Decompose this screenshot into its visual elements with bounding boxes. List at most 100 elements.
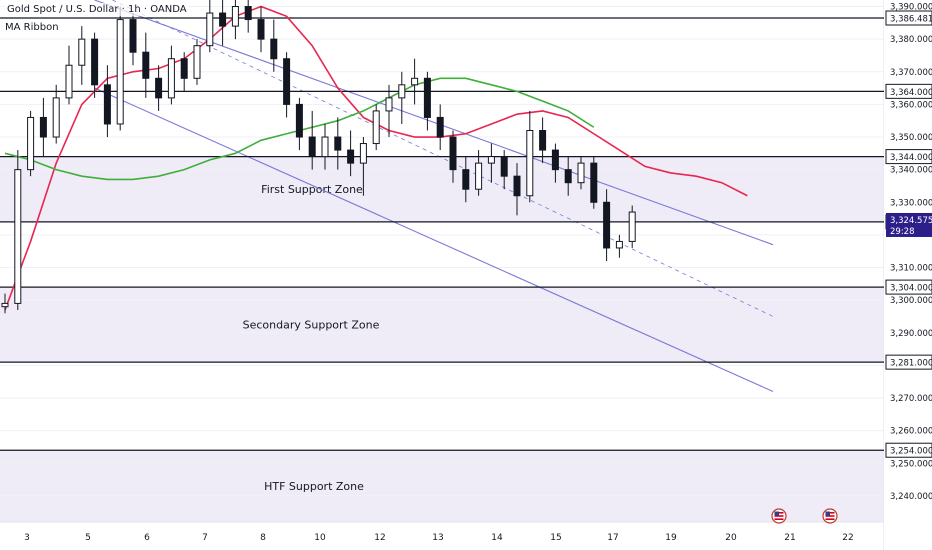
time-tick-label: 15	[550, 533, 561, 543]
support-zone-label: First Support Zone	[261, 183, 363, 196]
candle-body	[1, 302, 9, 308]
price-axis[interactable]: 3,390.000 3,380.000 3,370.000 3,360.000 3,35…	[884, 0, 932, 550]
time-tick-label: 5	[85, 533, 91, 543]
candle-body	[39, 116, 47, 138]
price-tick-label: 3,350.000	[890, 133, 932, 143]
candle-body	[551, 149, 559, 171]
level-badge-label: 3,281.000	[890, 359, 932, 369]
price-tick-label: 3,300.000	[890, 296, 932, 306]
candle-body	[436, 116, 444, 138]
candle-body	[257, 19, 265, 40]
level-badge	[885, 83, 932, 99]
candle-body	[526, 130, 534, 197]
time-tick-label: 21	[784, 533, 795, 543]
candle-body	[206, 12, 214, 47]
time-tick-label: 6	[144, 533, 150, 543]
candle-body	[334, 136, 342, 151]
current-price-badge	[886, 212, 932, 237]
candle-body	[577, 162, 585, 184]
candlesticks	[1, 0, 636, 314]
candle-body	[564, 169, 572, 184]
level-badges: 3,386.4813,364.0003,344.0003,324.0003,30…	[885, 10, 932, 458]
grid-lines	[0, 0, 885, 550]
economic-events[interactable]	[771, 508, 838, 524]
support-zone-label: HTF Support Zone	[264, 480, 364, 493]
support-zone-band	[0, 450, 884, 522]
level-badge	[885, 442, 932, 458]
candle-body	[487, 156, 495, 164]
candle-body	[385, 97, 393, 112]
price-tick-label: 3,330.000	[890, 198, 932, 208]
candle-body	[27, 116, 35, 171]
candle-body	[129, 19, 137, 53]
support-zone-band	[0, 287, 884, 363]
horizontal-levels	[0, 17, 884, 451]
time-tick-label: 14	[491, 533, 503, 543]
price-tick-label: 3,360.000	[890, 100, 932, 110]
candle-body	[513, 175, 521, 197]
candle-body	[308, 136, 316, 158]
indicator-legend[interactable]: MA Ribbon	[5, 22, 59, 33]
candle-body	[462, 169, 470, 190]
price-tick-label: 3,250.000	[890, 459, 932, 469]
price-tick-label: 3,240.000	[890, 492, 932, 502]
candle-body	[628, 211, 636, 242]
time-tick-label: 13	[432, 533, 443, 543]
level-badge-label: 3,364.000	[890, 88, 932, 98]
candle-body	[295, 103, 303, 138]
level-badge	[885, 354, 932, 370]
channel-mid-line	[112, 0, 774, 317]
time-tick-label: 22	[842, 533, 853, 543]
candle-body	[116, 19, 124, 125]
support-zone-band	[0, 156, 884, 222]
price-tick-label: 3,340.000	[890, 166, 932, 176]
candle-body	[590, 162, 598, 203]
candle-body	[321, 136, 329, 158]
candle-body	[603, 201, 611, 249]
price-tick-label: 3,260.000	[890, 427, 932, 437]
candle-body	[283, 58, 291, 105]
price-tick-label: 3,380.000	[890, 35, 932, 45]
candle-body	[219, 12, 227, 27]
candle-body	[423, 77, 431, 118]
candle-body	[78, 38, 86, 66]
candle-body	[180, 58, 188, 79]
time-tick-label: 10	[314, 533, 326, 543]
candle-body	[615, 240, 623, 249]
candle-body	[14, 169, 22, 304]
us-flag-event-icon[interactable]	[771, 508, 787, 524]
price-tick-label: 3,290.000	[890, 329, 932, 339]
time-tick-label: 17	[607, 533, 618, 543]
time-tick-label: 12	[374, 533, 385, 543]
price-tick-label: 3,270.000	[890, 394, 932, 404]
support-zones: First Support Zone Secondary Support Zone…	[0, 156, 884, 522]
candle-body	[270, 38, 278, 60]
candle-body	[475, 162, 483, 190]
current-price-countdown: 29:28	[890, 227, 915, 237]
symbol-title[interactable]: Gold Spot / U.S. Dollar · 1h · OANDA	[5, 3, 189, 16]
current-price-value: 3,324.575	[890, 216, 932, 226]
candle-body	[142, 51, 150, 79]
candle-body	[52, 97, 60, 138]
candle-body	[193, 45, 201, 79]
channel-lower-line	[94, 87, 774, 393]
candle-body	[103, 84, 111, 125]
candle-body	[398, 84, 406, 99]
candle-body	[91, 38, 99, 86]
candle-body	[231, 6, 239, 27]
price-tick-label: 3,310.000	[890, 264, 932, 274]
candle-body	[65, 64, 73, 99]
time-tick-label: 8	[260, 533, 266, 543]
level-badge-label: 3,254.000	[890, 447, 932, 457]
candle-body	[244, 6, 252, 21]
level-badge-label: 3,386.481	[890, 15, 932, 25]
price-tick-label: 3,370.000	[890, 68, 932, 78]
price-tick-label: 3,390.000	[890, 3, 932, 13]
candle-body	[347, 149, 355, 164]
us-flag-event-icon[interactable]	[822, 508, 838, 524]
candle-body	[411, 77, 419, 86]
time-tick-label: 20	[725, 533, 737, 543]
time-axis[interactable]: 3 5 6 7 8 10 12 13 14 15 17 19 20 21 22	[24, 533, 854, 543]
candle-body	[500, 156, 508, 177]
